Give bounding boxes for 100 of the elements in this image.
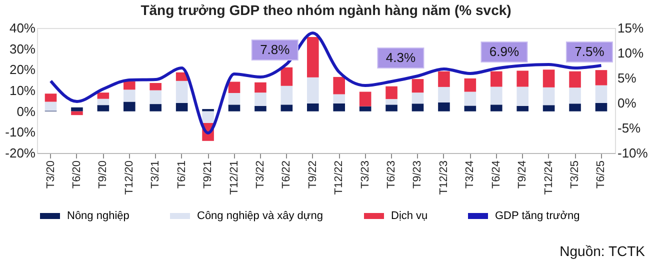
bar — [569, 88, 581, 104]
bar — [124, 102, 136, 112]
x-tick-label: T3/22 — [254, 160, 266, 189]
bar — [306, 36, 319, 78]
bar — [412, 104, 424, 112]
bar — [569, 104, 581, 112]
bar — [202, 111, 214, 123]
legend-label: Nông nghiệp — [67, 210, 130, 222]
bar — [150, 104, 162, 112]
bar — [228, 104, 240, 112]
bar — [490, 71, 502, 87]
bar — [516, 70, 528, 87]
annotation: 6.9% — [489, 44, 520, 59]
bar — [595, 85, 608, 103]
x-tick-label: T3/20 — [44, 160, 57, 189]
bar — [542, 105, 555, 112]
x-tick-label: T6/20 — [70, 160, 83, 189]
y-tick-label: 40% — [9, 20, 36, 36]
bar — [595, 103, 608, 112]
bar — [150, 90, 162, 104]
line-series — [49, 32, 603, 134]
bar — [542, 70, 555, 88]
bar — [124, 81, 136, 90]
x-tick-label: T9/24 — [516, 160, 529, 189]
bar — [97, 98, 110, 106]
annotation: 7.5% — [574, 44, 605, 59]
x-tick-label: T12/22 — [333, 160, 346, 195]
annotation: 4.3% — [386, 50, 416, 65]
y2-tick-label: -10% — [618, 146, 648, 160]
bar — [438, 86, 450, 102]
y-tick-label: 30% — [9, 41, 36, 56]
bar — [386, 104, 398, 112]
bar — [71, 107, 83, 112]
x-tick-label: T12/21 — [228, 160, 240, 195]
bar — [97, 92, 110, 99]
bar — [306, 77, 319, 104]
bar — [176, 103, 188, 112]
bar — [359, 92, 372, 106]
text: Nguồn: TCTK — [560, 243, 646, 259]
bar — [97, 105, 110, 112]
y2-tick-label: 10% — [618, 46, 644, 60]
y-tick-label: 0% — [16, 104, 36, 119]
bar — [44, 102, 57, 111]
bar — [490, 104, 502, 112]
y-tick-label: 10% — [9, 83, 36, 98]
y2-tick-label: 15% — [618, 20, 644, 36]
bar — [228, 93, 240, 105]
bar — [516, 86, 528, 106]
bar — [438, 71, 450, 87]
x-tick-label: T12/20 — [123, 160, 136, 195]
bar — [386, 86, 398, 100]
bar — [333, 103, 346, 112]
bar — [280, 104, 293, 112]
bar — [306, 103, 319, 112]
bar — [71, 111, 83, 116]
bar — [542, 87, 555, 106]
x-tick-label: T3/23 — [359, 160, 372, 189]
x-tick-label: T3/25 — [569, 160, 582, 189]
y2-tick-label: -5% — [618, 120, 642, 136]
bar — [254, 82, 266, 93]
y-tick-label: -10% — [5, 124, 36, 140]
x-tick-label: T3/24 — [464, 160, 476, 189]
x-tick-label: T3/21 — [150, 160, 162, 189]
annotation: 7.8% — [260, 42, 290, 57]
x-tick-label: T6/21 — [176, 160, 188, 189]
bar — [464, 78, 476, 92]
chart-title: Tăng trưởng GDP theo nhóm ngành hàng năm (% svck) — [140, 2, 512, 18]
x-tick-label: T9/22 — [306, 160, 319, 189]
bar — [280, 86, 293, 105]
bar — [254, 106, 266, 112]
bar — [359, 106, 372, 112]
bar — [490, 86, 502, 105]
bar — [228, 82, 240, 93]
bar — [412, 79, 424, 93]
bar — [124, 90, 136, 102]
bar — [333, 94, 346, 104]
bar — [150, 83, 162, 90]
bar — [438, 102, 450, 112]
bar — [44, 94, 57, 102]
legend-label: Công nghiệp và xây dựng — [197, 210, 324, 222]
x-tick-label: T12/23 — [438, 160, 450, 195]
y-tick-label: 20% — [9, 62, 36, 78]
x-tick-label: T12/24 — [542, 160, 555, 195]
bar — [280, 67, 293, 86]
x-tick-label: T6/25 — [595, 160, 608, 189]
y2-tick-label: 0% — [618, 96, 637, 110]
x-tick-label: T9/20 — [97, 160, 110, 189]
x-tick-label: T6/23 — [386, 160, 398, 189]
legend-label: Dịch vụ — [391, 210, 428, 222]
x-tick-label: T9/21 — [202, 160, 214, 189]
bar — [464, 106, 476, 112]
bar — [464, 92, 476, 106]
bar — [254, 92, 266, 106]
legend-label: GDP tăng trưởng — [495, 210, 580, 222]
bar — [176, 80, 188, 103]
bar — [595, 70, 608, 86]
y-tick-label: -20% — [5, 146, 36, 160]
bar — [386, 99, 398, 105]
bar — [516, 106, 528, 112]
bar — [569, 71, 581, 88]
